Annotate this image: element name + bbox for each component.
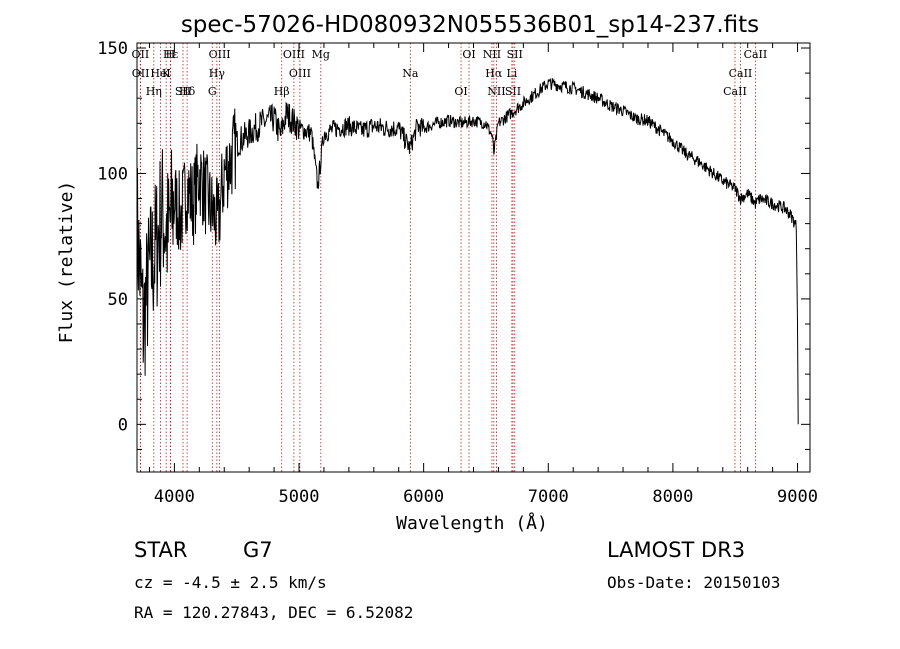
- obs-date: Obs-Date: 20150103: [607, 573, 781, 592]
- line-label: Hδ: [179, 85, 196, 98]
- y-tick-label: 0: [118, 415, 128, 435]
- x-tick-label: 4000: [154, 487, 195, 507]
- chart-title: spec-57026-HD080932N055536B01_sp14-237.f…: [181, 12, 759, 38]
- survey-name: LAMOST DR3: [607, 538, 746, 562]
- line-label: Hβ: [274, 85, 290, 98]
- line-label: Mg: [312, 48, 330, 61]
- line-label: CaII: [729, 67, 753, 80]
- line-label: HeI: [150, 67, 170, 80]
- axis-ticks: 4000 5000 6000 7000 8000 9000 0 50 100 150: [97, 39, 818, 507]
- line-label: OIII: [289, 67, 311, 80]
- line-label: G: [208, 85, 217, 98]
- line-label: OIII: [283, 48, 305, 61]
- spectrum-line: [136, 78, 799, 425]
- coordinates: RA = 120.27843, DEC = 6.52082: [134, 603, 414, 622]
- object-class: STAR: [134, 538, 188, 562]
- plot-frame: [136, 42, 811, 473]
- y-axis-label: Flux (relative): [56, 181, 77, 344]
- line-label: Hγ: [209, 67, 226, 80]
- subclass: G7: [243, 538, 273, 562]
- line-label: CaII: [723, 85, 747, 98]
- line-label: SII: [507, 48, 523, 61]
- line-label: OIII: [209, 48, 231, 61]
- y-tick-label: 150: [97, 39, 128, 59]
- line-label: Na: [402, 67, 419, 80]
- line-label: NII: [483, 48, 501, 61]
- x-tick-label: 9000: [777, 487, 818, 507]
- line-label: Hα: [485, 67, 503, 80]
- y-tick-label: 100: [97, 164, 128, 184]
- line-label: H: [166, 48, 176, 61]
- spectral-line-markers: HεKHδOIIHeISIIOIIIHγGOIIIOIIIHβMgNaOIOIH…: [132, 43, 768, 472]
- line-label: SII: [175, 85, 191, 98]
- line-label: Li: [506, 67, 517, 80]
- line-label: SII: [505, 85, 521, 98]
- x-axis-label: Wavelength (Å): [396, 512, 548, 534]
- x-tick-label: 7000: [528, 487, 569, 507]
- line-label: OI: [462, 48, 475, 61]
- y-tick-label: 50: [108, 290, 128, 310]
- x-tick-label: 8000: [652, 487, 693, 507]
- line-label: CaII: [744, 48, 768, 61]
- line-label: K: [162, 67, 171, 80]
- line-label: NII: [487, 85, 505, 98]
- redshift-readout: cz = -4.5 ± 2.5 km/s: [134, 573, 327, 592]
- x-tick-label: 6000: [403, 487, 444, 507]
- line-label: OI: [454, 85, 467, 98]
- x-tick-label: 5000: [279, 487, 320, 507]
- line-label: Hη: [146, 85, 162, 98]
